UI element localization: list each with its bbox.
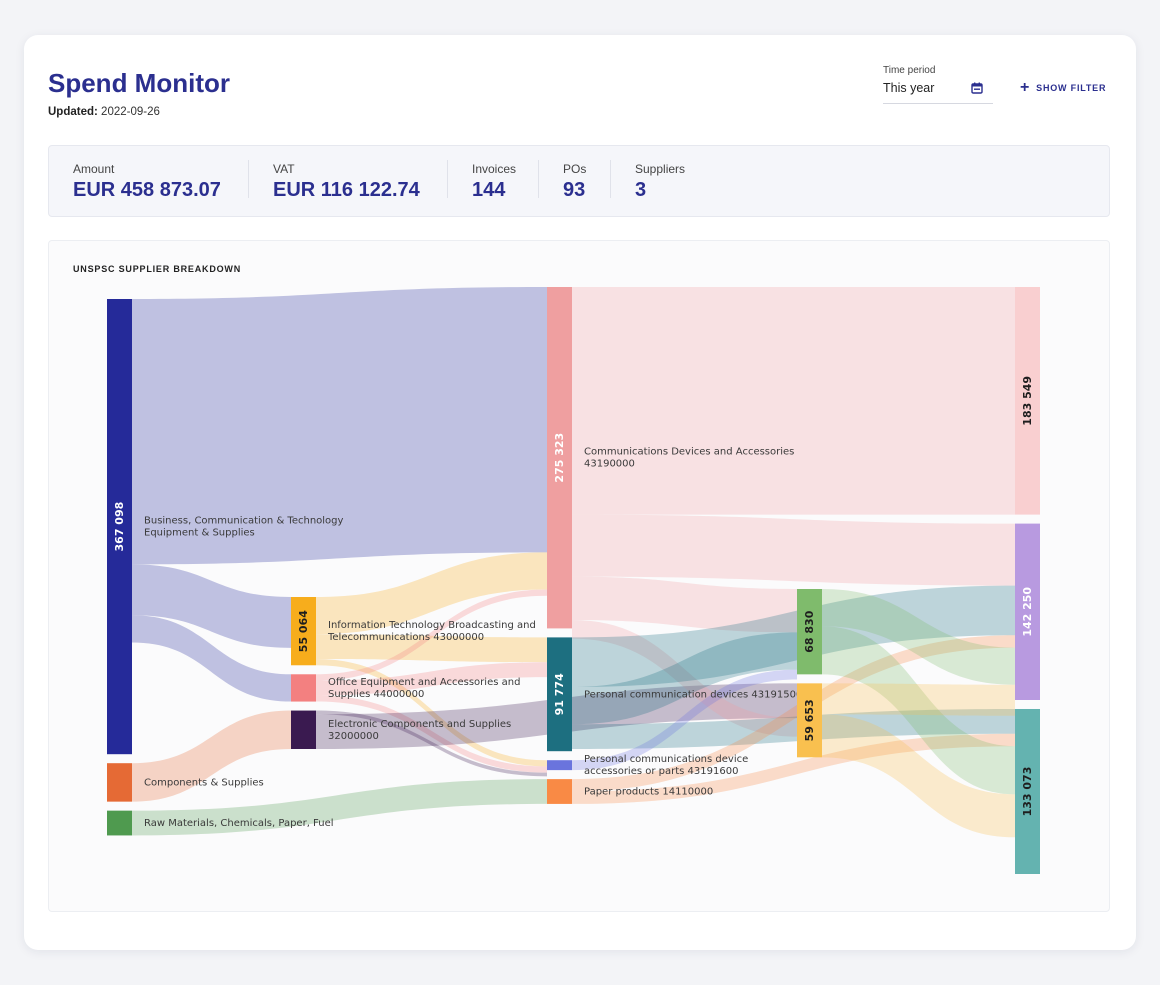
sankey-node-seg1[interactable]	[107, 299, 132, 755]
stat-label: POs	[563, 162, 587, 176]
sankey-node-label: Business, Communication & Technology Equi…	[144, 516, 344, 539]
dashboard-card: Spend Monitor Updated: 2022-09-26 Time p…	[24, 35, 1136, 950]
page-title: Spend Monitor	[48, 68, 230, 98]
sankey-node-label: Communications Devices and Accessories 43…	[584, 447, 794, 470]
sankey-link-seg3-com4[interactable]	[132, 779, 547, 836]
sankey-link-com1-sup1[interactable]	[572, 576, 797, 633]
stat-label: VAT	[273, 162, 295, 176]
sankey-link-com1-sup2[interactable]	[572, 620, 797, 737]
sankey-node-dst3[interactable]	[1015, 708, 1040, 874]
sankey-chart: 367 098 Business, Communication & Technol…	[107, 287, 1040, 874]
sankey-node-com1[interactable]	[547, 287, 572, 629]
sankey-node-dst2[interactable]	[1015, 523, 1040, 700]
sankey-node-com3[interactable]	[547, 760, 572, 771]
sankey-node-label: Information Technology Broadcasting and T…	[327, 620, 536, 643]
sankey-node-value: 367 098	[113, 502, 126, 552]
sankey-node-fam3[interactable]	[291, 710, 316, 749]
sankey-link-seg1-fam1[interactable]	[132, 564, 291, 648]
sankey-link-sup1-dst2[interactable]	[822, 589, 1015, 685]
sankey-link-com1-dst1[interactable]	[572, 287, 1015, 515]
show-filter-button[interactable]: + SHOW FILTER	[1020, 79, 1107, 96]
sankey-link-seg2-fam3[interactable]	[132, 710, 291, 802]
sankey-node-value: 91 774	[553, 673, 566, 715]
chart-title: UNSPSC SUPPLIER BREAKDOWN	[73, 264, 242, 274]
stat-value: 93	[563, 179, 586, 201]
stat-suppliers: Suppliers 3	[635, 162, 685, 202]
sankey-node-com4[interactable]	[547, 779, 572, 804]
sankey-link-com3-sup1[interactable]	[572, 669, 797, 771]
sankey-node-label: Personal communication devices 43191500	[584, 689, 802, 700]
sankey-link-fam1-com2[interactable]	[316, 634, 547, 663]
sankey-node-fam1[interactable]	[291, 597, 316, 666]
sankey-link-seg1-com1[interactable]	[132, 287, 547, 565]
sankey-link-com4-dst3[interactable]	[572, 733, 1015, 804]
sankey-node-fam2[interactable]	[291, 674, 316, 702]
show-filter-label: SHOW FILTER	[1036, 83, 1107, 93]
time-period-value: This year	[883, 81, 935, 95]
stat-value: 144	[472, 179, 506, 201]
updated-date: 2022-09-26	[101, 106, 160, 118]
stat-divider	[447, 160, 448, 198]
time-period-label: Time period	[883, 65, 936, 76]
stat-divider	[610, 160, 611, 198]
sankey-node-seg2[interactable]	[107, 763, 132, 802]
stat-invoices: Invoices 144	[472, 162, 516, 202]
sankey-node-value: 68 830	[803, 610, 816, 652]
stats-bar: Amount EUR 458 873.07 VAT EUR 116 122.74…	[48, 145, 1110, 217]
sankey-node-sup2[interactable]	[797, 683, 822, 758]
stat-amount: Amount EUR 458 873.07	[73, 162, 221, 202]
sankey-link-sup2-dst3[interactable]	[822, 714, 1015, 838]
stat-value: 3	[635, 179, 647, 201]
sankey-link-fam2-com3[interactable]	[316, 695, 547, 773]
stat-label: Invoices	[472, 162, 517, 176]
sankey-link-fam1-com3[interactable]	[316, 658, 547, 767]
sankey-link-sup2-dst2[interactable]	[822, 683, 1015, 716]
sankey-node-label: Raw Materials, Chemicals, Paper, Fuel	[144, 818, 334, 829]
sankey-node-label: Paper products 14110000	[584, 787, 713, 798]
stat-label: Suppliers	[635, 162, 686, 176]
sankey-node-value: 59 653	[803, 699, 816, 741]
stat-value: EUR 458 873.07	[73, 179, 221, 201]
calendar-icon[interactable]	[971, 82, 983, 94]
sankey-node-value: 142 250	[1021, 587, 1034, 637]
stat-value: EUR 116 122.74	[273, 179, 420, 201]
sankey-link-com2-sup1[interactable]	[572, 632, 797, 725]
stat-pos: POs 93	[563, 162, 586, 202]
sankey-node-value: 133 073	[1021, 767, 1034, 817]
chart-panel: UNSPSC SUPPLIER BREAKDOWN 367 098 Busines…	[48, 240, 1110, 912]
sankey-link-fam3-com3[interactable]	[316, 710, 547, 777]
sankey-node-label: Components & Supplies	[144, 777, 264, 788]
sankey-node-label: Personal communications device accessorie…	[584, 754, 748, 777]
stat-divider	[248, 160, 249, 198]
sankey-links	[132, 287, 1015, 838]
sankey-node-sup1[interactable]	[797, 589, 822, 675]
sankey-link-com1-dst2[interactable]	[572, 514, 1015, 586]
sankey-node-value: 183 549	[1021, 376, 1034, 426]
updated-text: Updated: 2022-09-26	[48, 106, 160, 118]
sankey-node-value: 55 064	[297, 610, 310, 652]
sankey-node-com2[interactable]	[547, 637, 572, 752]
sankey-link-com4-dst2[interactable]	[572, 635, 1015, 792]
sankey-node-dst1[interactable]	[1015, 287, 1040, 515]
sankey-node-label: Electronic Components and Supplies 320000…	[328, 719, 511, 742]
updated-label: Updated:	[48, 106, 98, 118]
plus-icon: +	[1020, 79, 1031, 96]
time-period-select[interactable]: Time period This year	[883, 65, 993, 104]
sankey-link-com2-dst3[interactable]	[572, 708, 1015, 749]
sankey-node-seg3[interactable]	[107, 810, 132, 836]
sankey-link-sup1-dst3[interactable]	[822, 626, 1015, 795]
sankey-link-seg1-fam2[interactable]	[132, 615, 291, 702]
sankey-link-com2-dst2[interactable]	[572, 585, 1015, 687]
stat-divider	[538, 160, 539, 198]
stat-vat: VAT EUR 116 122.74	[273, 162, 420, 202]
sankey-link-fam2-com2[interactable]	[316, 662, 547, 696]
sankey-node-value: 275 323	[553, 433, 566, 483]
sankey-link-fam2-com1[interactable]	[316, 589, 547, 681]
stat-label: Amount	[73, 162, 115, 176]
sankey-node-label: Office Equipment and Accessories and Supp…	[328, 677, 520, 700]
sankey-link-fam1-com1[interactable]	[316, 552, 547, 635]
sankey-nodes: 367 098 Business, Communication & Technol…	[107, 287, 1040, 874]
